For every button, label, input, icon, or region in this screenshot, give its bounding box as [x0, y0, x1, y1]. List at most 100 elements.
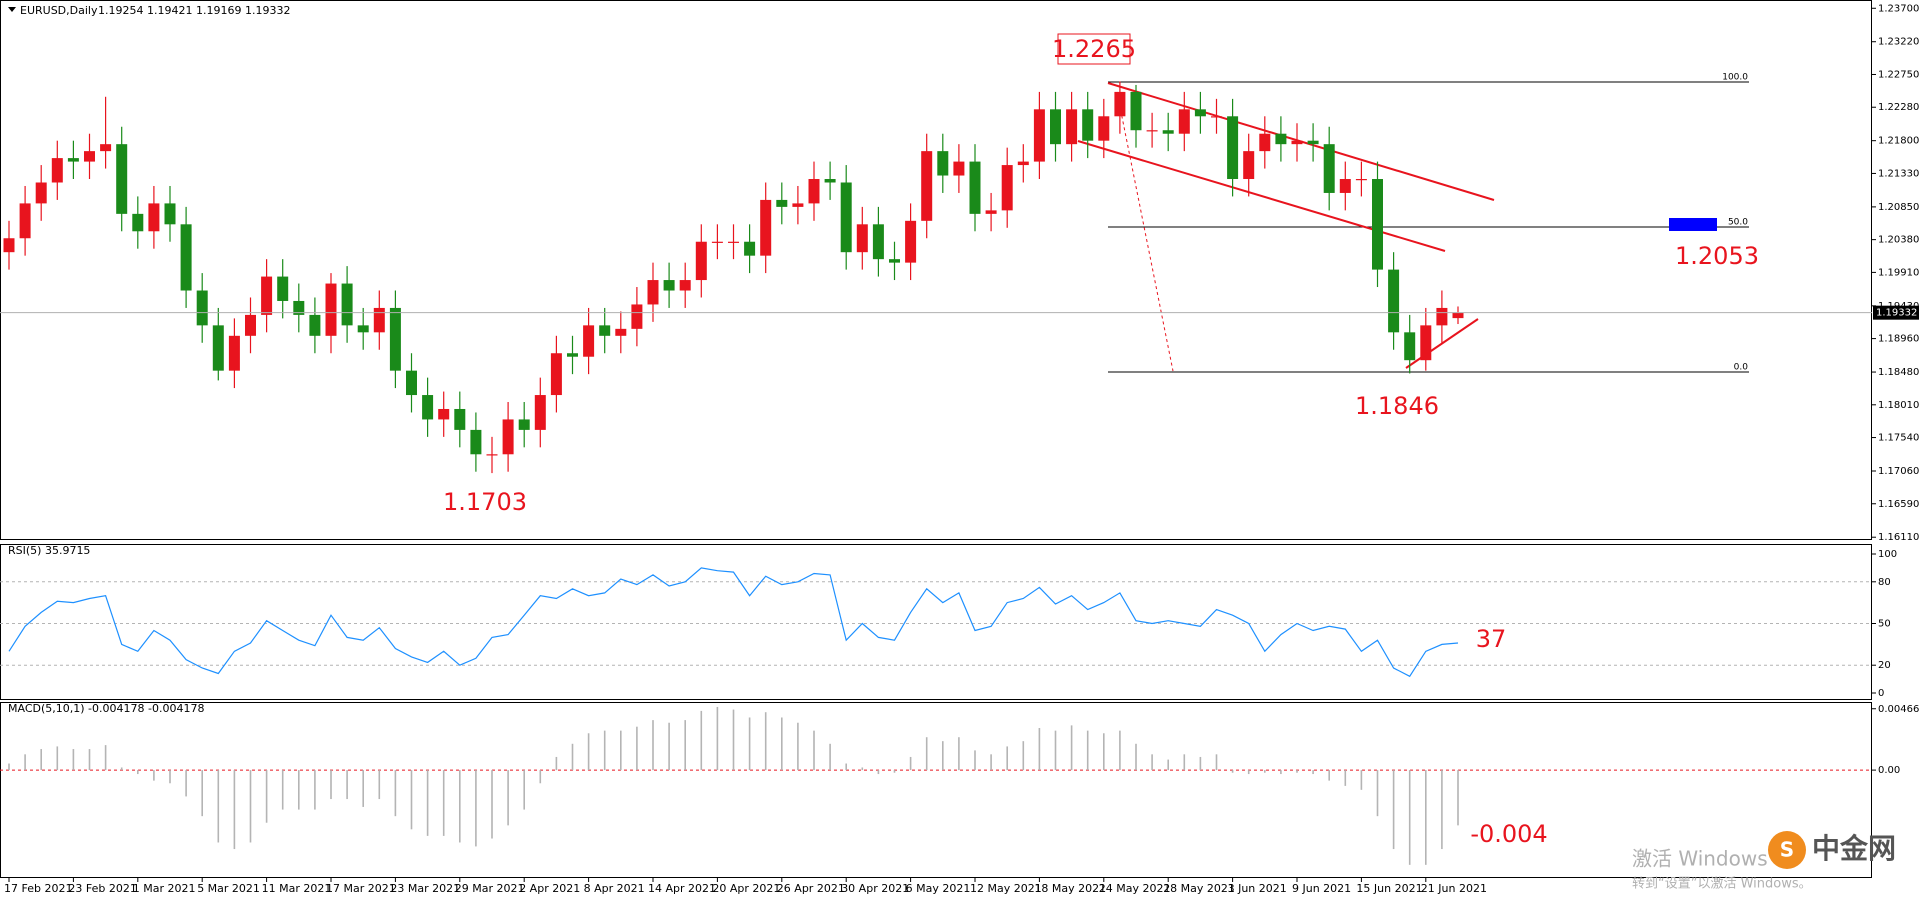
annotation: -0.004 [1470, 820, 1547, 848]
candle-body [1339, 179, 1351, 193]
macd-bar [990, 754, 992, 771]
candle-body [921, 151, 933, 221]
candle-body [84, 151, 95, 162]
candle-body [1307, 140, 1319, 145]
candle-body [454, 408, 466, 430]
annotation: 1.1703 [443, 488, 527, 516]
candle-body [1178, 109, 1190, 134]
candle-body [856, 224, 868, 253]
macd-bar [1215, 754, 1218, 771]
x-tick-label: 18 May 2021 [1034, 882, 1106, 895]
x-tick-label: 2 Apr 2021 [519, 882, 580, 895]
x-tick-label: 23 Feb 2021 [68, 882, 136, 895]
y-tick-label: 1.23700 [1878, 3, 1919, 14]
macd-bar [1054, 730, 1057, 771]
y-tick-label: 20 [1878, 660, 1891, 671]
watermark: 转到“设置”以激活 Windows。 [1632, 877, 1812, 892]
candle-body [567, 353, 578, 357]
macd-bar [1247, 770, 1250, 775]
y-tick-label: 1.16110 [1878, 532, 1919, 543]
x-tick-label: 30 Apr 2021 [841, 882, 909, 895]
candle-body [518, 419, 530, 430]
candle-body [1162, 130, 1174, 134]
candle-body [100, 144, 112, 152]
macd-bar [378, 770, 381, 800]
candle-body [1098, 116, 1110, 141]
macd-bar [410, 770, 413, 830]
candle-body [1420, 325, 1432, 361]
macd-bar [185, 770, 187, 797]
x-tick-label: 14 Apr 2021 [648, 882, 716, 895]
y-tick-label: 1.22280 [1878, 102, 1919, 113]
candle-body [1323, 144, 1335, 193]
macd-bar [587, 733, 590, 771]
macd-panel [0, 702, 1872, 878]
candle-body [309, 314, 321, 336]
candle-body [180, 224, 192, 291]
macd-bar [1135, 743, 1137, 771]
candle-body [872, 224, 884, 260]
candle-body [937, 151, 949, 176]
macd-bar [24, 754, 26, 771]
macd-bar [314, 770, 316, 810]
candle-body [615, 328, 627, 336]
macd-bar [1344, 770, 1347, 786]
candle-body [148, 203, 160, 232]
y-tick-label: 1.23220 [1878, 37, 1919, 48]
candle-body [1017, 161, 1029, 166]
candle-body [116, 144, 128, 214]
candle-body [583, 325, 595, 357]
x-tick-label: 8 Apr 2021 [584, 882, 645, 895]
macd-bar [40, 749, 42, 771]
candle-body [631, 304, 643, 329]
macd-bar [1022, 741, 1025, 771]
y-tick-label: 1.22750 [1878, 69, 1919, 80]
target-box [1669, 218, 1717, 231]
macd-bar [169, 770, 171, 784]
macd-title: MACD(5,10,1) -0.004178 -0.004178 [8, 702, 204, 715]
x-tick-label: 5 Mar 2021 [197, 882, 260, 895]
y-tick-label: 80 [1878, 577, 1891, 588]
y-tick-label: 100 [1878, 549, 1897, 560]
macd-bar [233, 770, 236, 850]
candle-body [1066, 109, 1078, 145]
y-tick-label: 1.20380 [1878, 235, 1919, 246]
candle-body [1452, 312, 1464, 319]
candle-body [132, 213, 144, 232]
macd-bar [104, 745, 107, 771]
macd-bar [1392, 770, 1395, 850]
y-tick-label: 1.19910 [1878, 267, 1919, 278]
menu-triangle [8, 7, 16, 12]
macd-bar [1070, 725, 1073, 771]
candle-body [277, 276, 289, 301]
channel-line [1077, 140, 1446, 252]
macd-bar [958, 737, 960, 771]
candle-body [905, 220, 917, 263]
macd-bar [942, 741, 944, 771]
candle-body [261, 276, 273, 315]
fib-label: 100.0 [1722, 73, 1748, 83]
candle-body [1114, 91, 1126, 117]
macd-bar [201, 770, 203, 817]
x-tick-label: 29 Mar 2021 [455, 882, 525, 895]
candle-body [502, 419, 514, 455]
logo: 中金网 [1812, 832, 1896, 865]
candle-body [35, 182, 47, 204]
macd-bar [829, 743, 831, 771]
macd-bar [1183, 754, 1186, 771]
y-tick-label: 1.21800 [1878, 136, 1919, 147]
macd-bar [1231, 770, 1234, 773]
candle-body [293, 300, 305, 315]
logo-mark: S [1780, 838, 1794, 862]
candle-body [663, 280, 675, 291]
macd-bar [716, 706, 719, 771]
candle-body [1033, 109, 1045, 162]
macd-bar [1280, 770, 1282, 775]
candle-body [695, 241, 707, 281]
macd-bar [442, 770, 445, 836]
x-tick-label: 24 May 2021 [1099, 882, 1171, 895]
candle-body [889, 259, 900, 263]
macd-bar [217, 770, 220, 843]
macd-bar [539, 770, 542, 784]
